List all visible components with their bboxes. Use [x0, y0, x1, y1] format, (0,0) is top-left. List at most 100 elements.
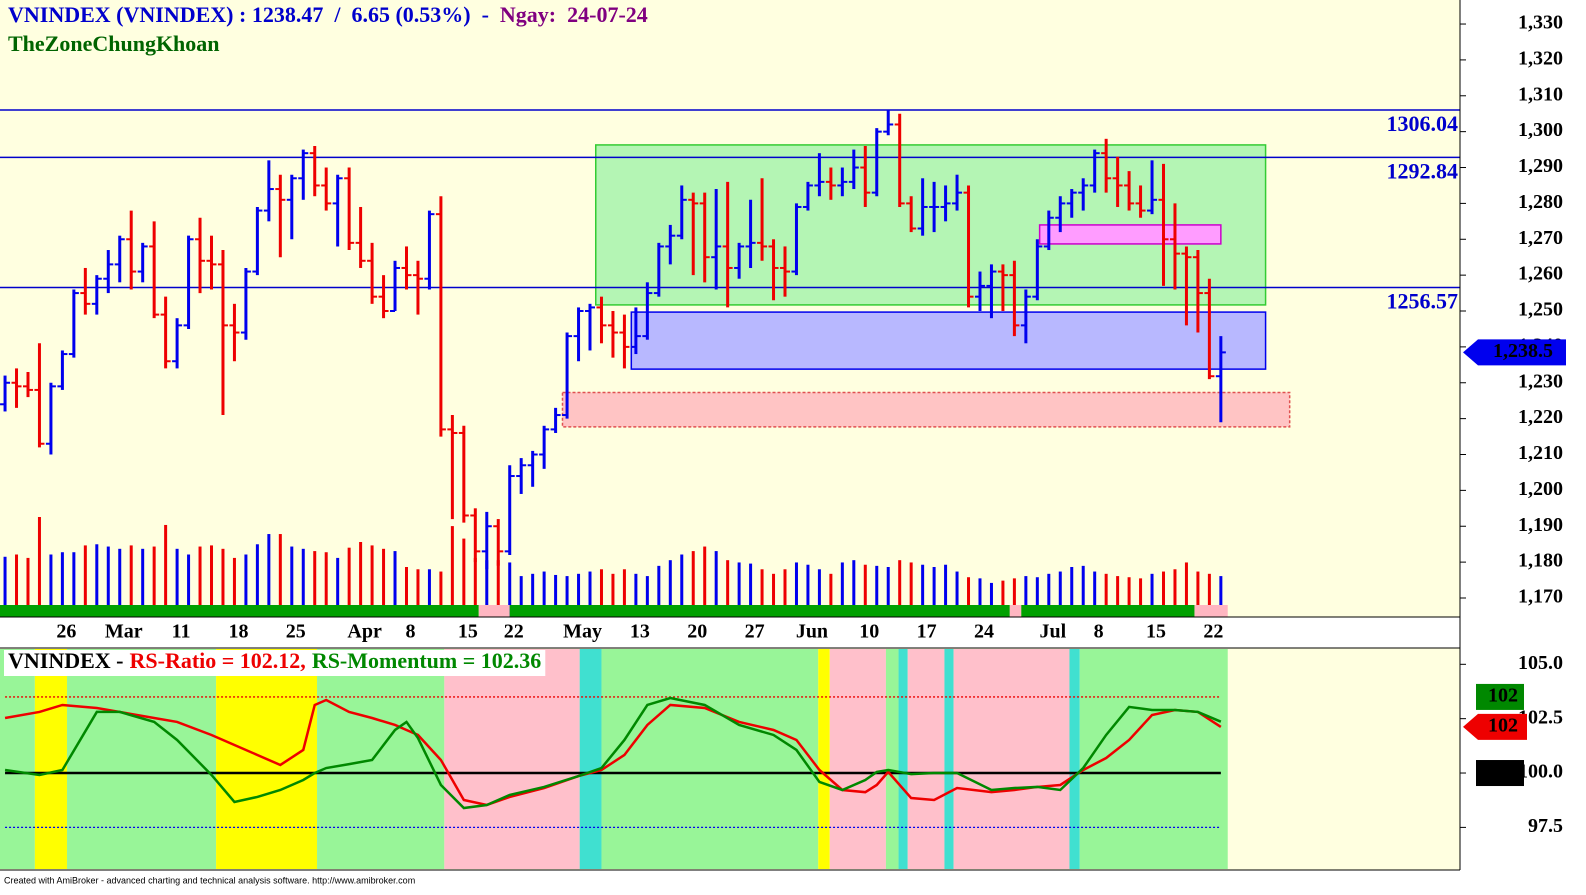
volume-bar	[691, 551, 695, 617]
signal-band	[509, 605, 1010, 617]
signal-band	[66, 649, 217, 869]
x-tick-label: 10	[859, 621, 879, 643]
last-price-marker	[1463, 339, 1566, 366]
rs-layer: VNINDEX - RS-Ratio = 102.12, RS-Momentum =…	[0, 648, 1228, 869]
volume-bar	[932, 567, 936, 617]
volume-bar	[668, 560, 672, 617]
volume-bar	[519, 576, 523, 617]
volume-bar	[187, 554, 191, 617]
volume-bar	[301, 548, 305, 617]
date-label: Ngay: 24-07-24	[500, 2, 648, 27]
signal-band	[478, 605, 510, 617]
volume-bar	[129, 545, 133, 617]
volume-bar	[152, 546, 156, 617]
volume-bar	[232, 557, 236, 617]
volume-bar	[554, 574, 558, 617]
legend-entry: RS-Ratio = 102.12,	[130, 648, 306, 673]
x-tick-label: 17	[917, 621, 937, 643]
subtitle: TheZoneChungKhoan	[8, 31, 220, 56]
price-layer: 1306.04 1292.84 1256.57 26 Mar 11 18 25 Apr 8 15 22…	[0, 109, 1460, 643]
volume-bar	[955, 571, 959, 617]
volume-bar	[278, 534, 282, 617]
y-tick-label: 1,250	[1518, 299, 1563, 321]
signal-band	[818, 649, 830, 869]
volume-bar	[95, 544, 99, 617]
x-tick-label: 22	[504, 621, 524, 643]
title-text: VNINDEX (VNINDEX) : 1238.47 / 6.65 (0.53…	[8, 2, 500, 27]
x-tick-label: 15	[1146, 621, 1166, 643]
volume-bar	[164, 524, 168, 617]
signal-band	[1069, 649, 1080, 869]
signal-band	[829, 649, 886, 869]
zone	[1038, 224, 1222, 245]
volume-bar	[680, 554, 684, 617]
volume-bar	[210, 545, 214, 617]
last-price-label: 1,238.5	[1493, 340, 1553, 362]
volume-bar	[324, 552, 328, 617]
volume-bar	[393, 551, 397, 617]
volume-bar	[496, 560, 500, 617]
volume-bar	[1070, 567, 1074, 617]
volume-bar	[485, 560, 489, 617]
signal-band	[579, 649, 602, 869]
volume-bar	[1024, 576, 1028, 617]
volume-bar	[944, 564, 948, 617]
volume-bar	[1058, 571, 1062, 617]
volume-bar	[611, 573, 615, 617]
signal-band	[898, 649, 908, 869]
volume-bar	[382, 548, 386, 617]
reference-tag-label: 100	[1485, 761, 1515, 783]
volume-bar	[588, 571, 592, 617]
rs-line	[4, 696, 1222, 810]
volume-bar	[565, 576, 569, 617]
x-tick-label: 20	[687, 621, 707, 643]
volume-bar	[244, 554, 248, 617]
volume-bar	[427, 569, 431, 617]
y-tick-label: 97.5	[1528, 815, 1563, 837]
volume-bar	[313, 551, 317, 617]
signal-band	[1021, 605, 1195, 617]
y-tick-label: 1,190	[1518, 514, 1563, 536]
volume-bar	[49, 554, 53, 617]
volume-bar	[737, 562, 741, 617]
y-tick-label: 1,210	[1518, 442, 1563, 464]
x-tick-label: Apr	[347, 621, 382, 643]
y-tick-label: 100.0	[1518, 761, 1563, 783]
reference-tag	[1476, 760, 1524, 787]
volume-bar	[450, 526, 454, 617]
y-tick-label: 1,270	[1518, 227, 1563, 249]
volume-bar	[347, 547, 351, 617]
y-tick-label: 1,320	[1518, 48, 1563, 70]
volume-bar	[255, 544, 259, 617]
x-tick-label: 25	[286, 621, 306, 643]
volume-bar	[290, 546, 294, 617]
volume-bar	[1127, 577, 1131, 617]
x-tick-label: 15	[458, 621, 478, 643]
volume-bar	[508, 562, 512, 617]
x-tick-label: 27	[745, 621, 765, 643]
volume-bar	[1207, 573, 1211, 617]
zone	[630, 311, 1267, 370]
volume-bar	[336, 557, 340, 617]
y-tick-label: 1,300	[1518, 119, 1563, 141]
y-tick-label: 1,330	[1518, 12, 1563, 34]
volume-bar	[26, 557, 30, 617]
volume-bar	[1001, 580, 1005, 617]
volume-bar	[726, 560, 730, 617]
y-tick-label: 1,220	[1518, 406, 1563, 428]
y-tick-label: 1,180	[1518, 550, 1563, 572]
volume-bar	[106, 546, 110, 617]
signal-band	[944, 649, 954, 869]
volume-bar	[703, 546, 707, 617]
y-tick-label: 1,280	[1518, 191, 1563, 213]
y-tick-label: 1,200	[1518, 478, 1563, 500]
x-tick-label: Jun	[796, 621, 828, 643]
volume-bar	[622, 569, 626, 617]
axis-layer: 1,1701,1801,1901,2001,2101,2201,2301,240…	[1460, 12, 1566, 837]
volume-bar	[1104, 573, 1108, 617]
y-tick-label: 1,260	[1518, 263, 1563, 285]
volume-bar	[749, 563, 753, 617]
signal-band	[1194, 605, 1228, 617]
volume-bar	[83, 545, 87, 617]
